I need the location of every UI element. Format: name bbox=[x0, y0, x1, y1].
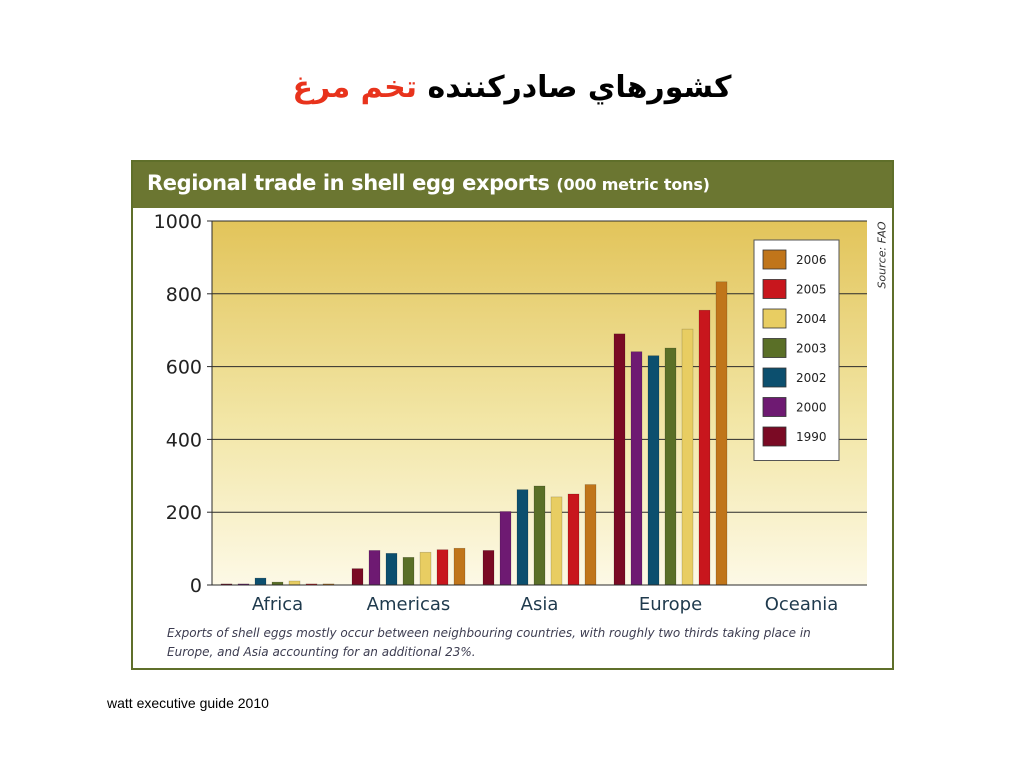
chart-title: Regional trade in shell egg exports (000… bbox=[147, 171, 710, 195]
bar bbox=[499, 511, 512, 586]
legend-label: 2006 bbox=[796, 253, 827, 267]
x-tick-label: Africa bbox=[252, 594, 303, 615]
legend-label: 2002 bbox=[796, 371, 827, 385]
y-tick-label: 0 bbox=[190, 575, 202, 597]
bar-chart: 0 200 400 600 800 1000 Africa Americas Asia Europ… bbox=[154, 211, 867, 615]
bar bbox=[482, 550, 495, 586]
legend-label: 2003 bbox=[796, 342, 827, 356]
y-tick-label: 400 bbox=[166, 429, 202, 451]
slide-title-highlight: تخم مرغ bbox=[292, 70, 418, 105]
bar bbox=[664, 347, 677, 586]
source-text: Source: FAO bbox=[875, 221, 889, 289]
bar bbox=[288, 580, 301, 586]
chart-header: Regional trade in shell egg exports (000… bbox=[133, 162, 892, 208]
source-note: Source: FAO bbox=[872, 215, 892, 295]
x-tick-label: Americas bbox=[367, 594, 451, 615]
bar bbox=[351, 568, 364, 586]
bar bbox=[647, 355, 660, 586]
legend-swatch bbox=[762, 367, 787, 388]
x-tick-label: Oceania bbox=[765, 594, 839, 615]
bar bbox=[419, 551, 432, 586]
bar bbox=[436, 549, 449, 586]
bar bbox=[385, 553, 398, 586]
legend-swatch bbox=[762, 249, 787, 270]
bar bbox=[368, 550, 381, 586]
legend-label: 1990 bbox=[796, 430, 827, 444]
chart-title-main: Regional trade in shell egg exports bbox=[147, 171, 550, 195]
legend-label: 2000 bbox=[796, 401, 827, 415]
bar bbox=[516, 489, 529, 586]
bar bbox=[550, 496, 563, 586]
bar bbox=[402, 557, 415, 586]
bar bbox=[613, 333, 626, 586]
chart-caption: Exports of shell eggs mostly occur betwe… bbox=[167, 626, 811, 659]
bar bbox=[567, 493, 580, 586]
slide-title-main: کشورهاي صادرکننده bbox=[427, 70, 732, 105]
legend-swatch bbox=[762, 338, 787, 358]
y-tick-label: 200 bbox=[166, 502, 202, 524]
legend-label: 2004 bbox=[796, 312, 827, 326]
bar bbox=[533, 485, 546, 586]
footer-note: watt executive guide 2010 bbox=[107, 695, 269, 711]
slide-title: کشورهاي صادرکننده تخم مرغ bbox=[0, 70, 1024, 105]
bar bbox=[254, 577, 267, 586]
bar bbox=[681, 328, 694, 586]
legend-label: 2005 bbox=[796, 283, 827, 297]
y-tick-label: 600 bbox=[166, 357, 202, 379]
legend-swatch bbox=[762, 426, 787, 447]
y-tick-label: 800 bbox=[166, 284, 202, 306]
bar bbox=[453, 547, 466, 586]
bar bbox=[630, 351, 643, 586]
legend-swatch bbox=[762, 308, 787, 329]
chart-title-unit: (000 metric tons) bbox=[556, 175, 710, 194]
bar bbox=[584, 484, 597, 586]
legend-swatch bbox=[762, 279, 787, 299]
x-tick-label: Asia bbox=[521, 594, 559, 615]
bar bbox=[698, 309, 711, 586]
bar bbox=[715, 281, 728, 586]
x-tick-label: Europe bbox=[639, 594, 702, 615]
legend-swatch bbox=[762, 397, 787, 417]
y-tick-label: 1000 bbox=[154, 211, 202, 233]
